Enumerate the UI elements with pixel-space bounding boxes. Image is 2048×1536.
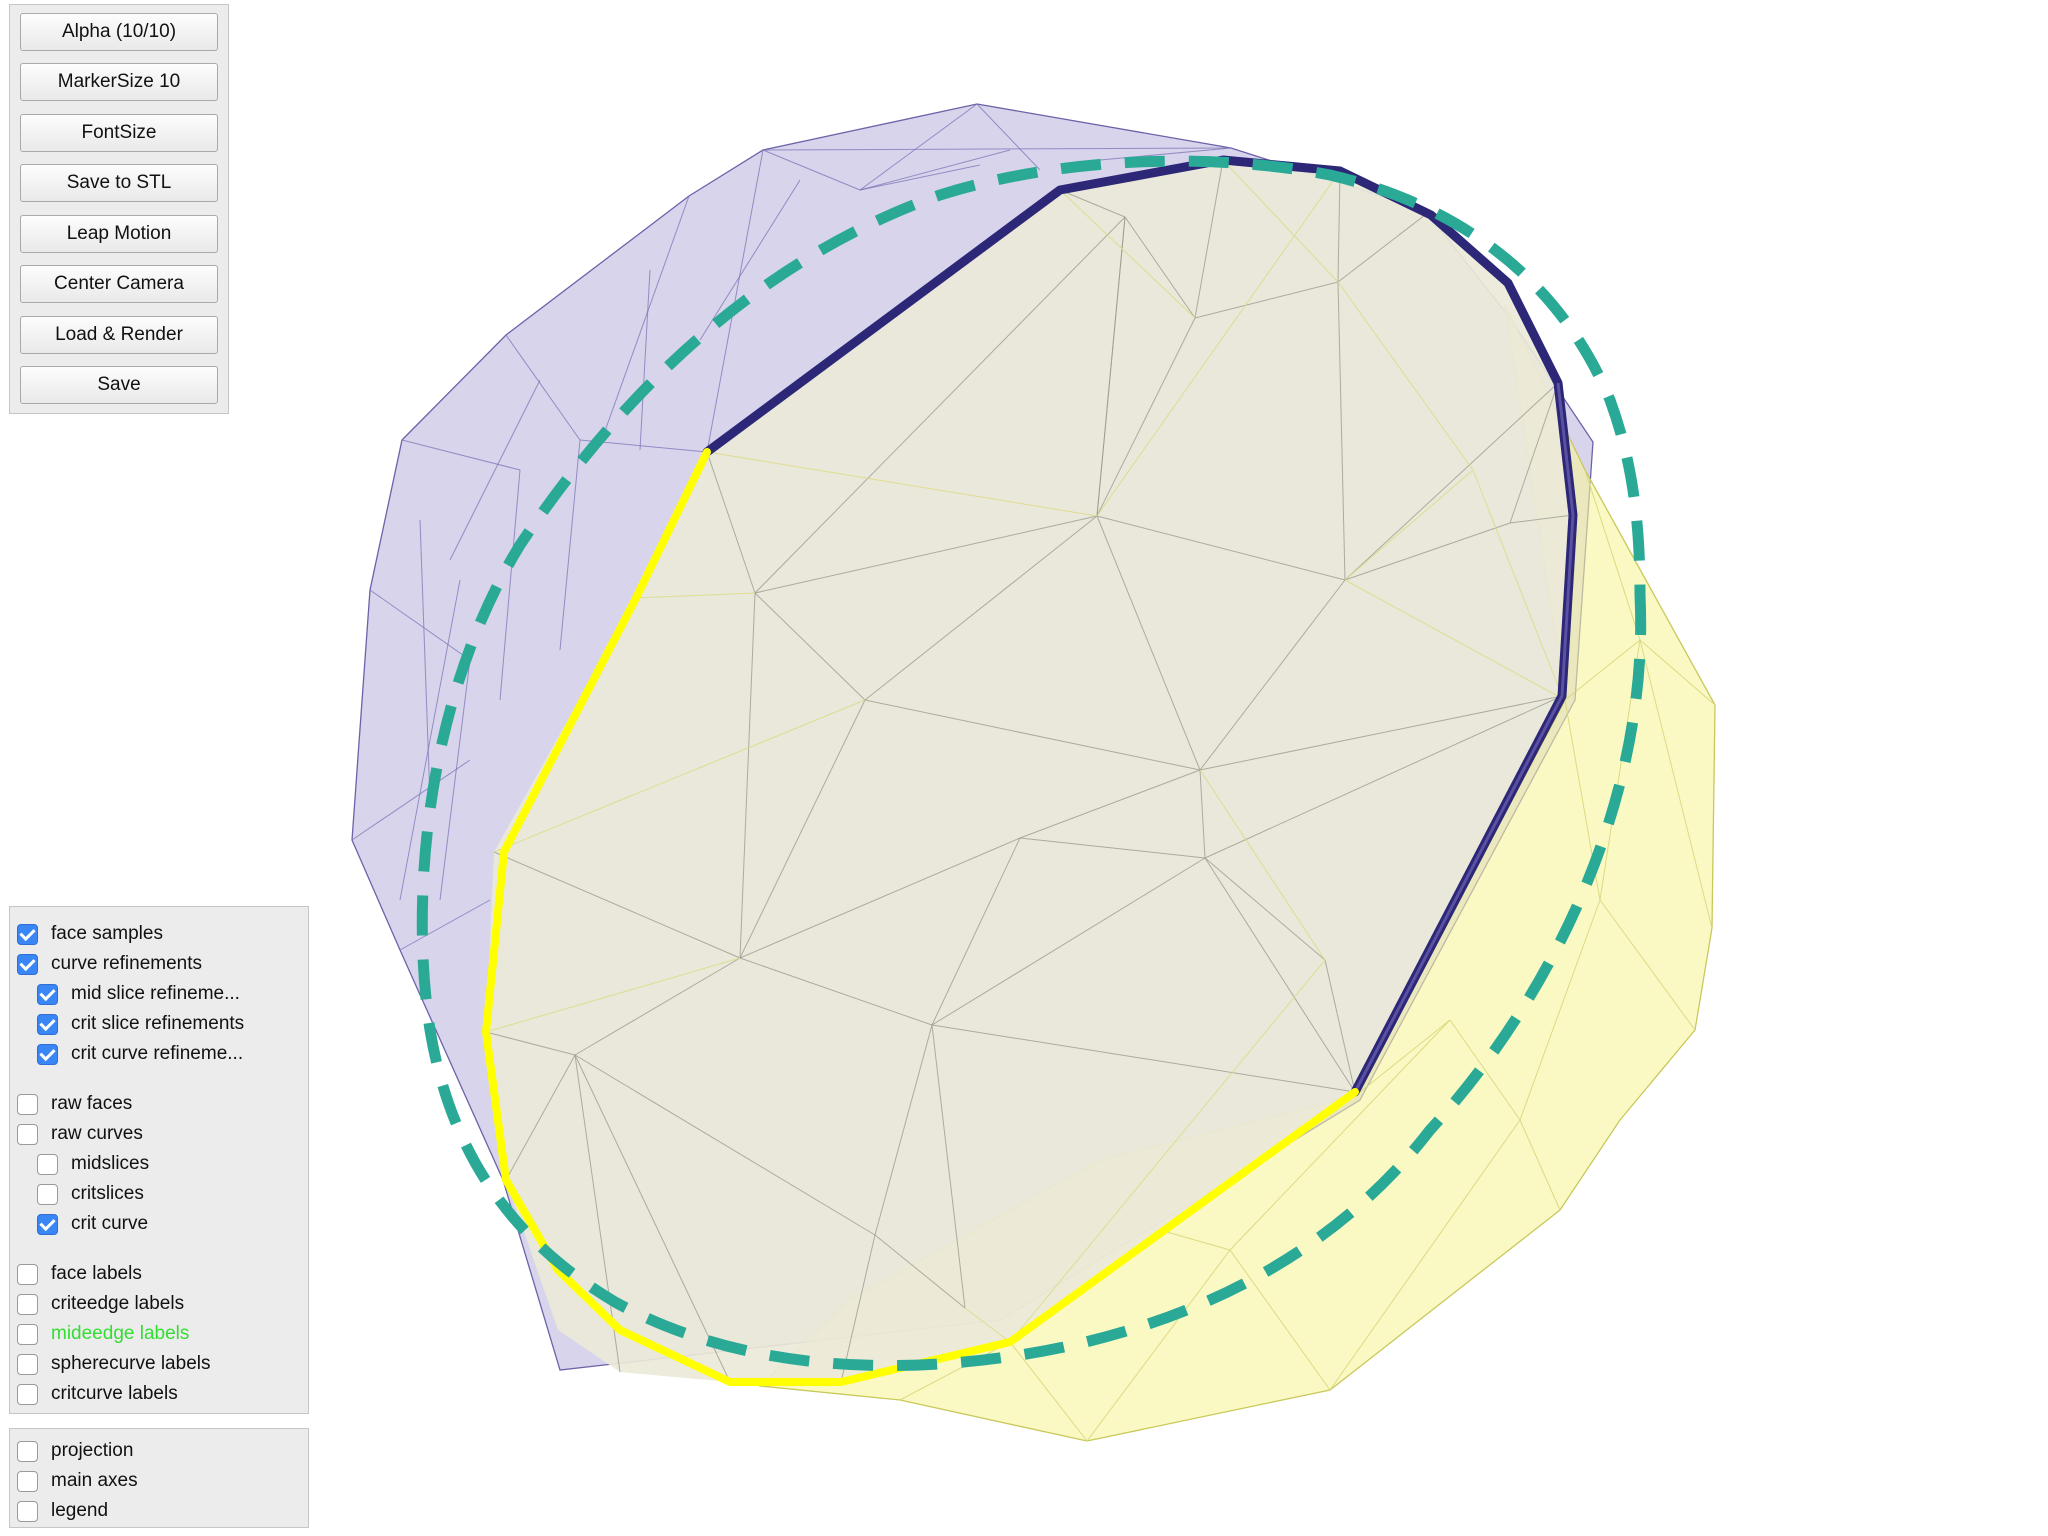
checkbox[interactable] — [37, 1153, 58, 1175]
checkbox[interactable] — [17, 1293, 38, 1315]
alpha-button[interactable]: Alpha (10/10) — [20, 13, 218, 51]
face-samples-toggle[interactable]: face samples — [17, 921, 163, 947]
toggle-label: curve refinements — [51, 953, 203, 974]
checkbox[interactable] — [17, 1263, 38, 1285]
mid-slice-refinements-toggle[interactable]: mid slice refineme... — [37, 981, 240, 1007]
mideedge-labels-toggle[interactable]: mideedge labels — [17, 1321, 189, 1347]
layers-panel: face samples curve refinements mid slice… — [9, 906, 309, 1414]
checkbox[interactable] — [17, 1500, 38, 1522]
toggle-label: criteedge labels — [51, 1293, 185, 1314]
yellow-mesh — [899, 469, 1716, 1442]
toggle-label: critslices — [71, 1183, 144, 1204]
checkbox[interactable] — [17, 1123, 38, 1145]
legend-toggle[interactable]: legend — [17, 1498, 108, 1524]
critslices-toggle[interactable]: critslices — [37, 1181, 144, 1207]
checkbox[interactable] — [17, 1470, 38, 1492]
checkbox[interactable] — [37, 1043, 58, 1065]
checkbox[interactable] — [17, 1093, 38, 1115]
toggle-label: critcurve labels — [51, 1383, 178, 1404]
crit-curve-toggle[interactable]: crit curve — [37, 1211, 148, 1237]
toggle-label: raw faces — [51, 1093, 133, 1114]
checkbox[interactable] — [37, 1183, 58, 1205]
crit-curve-dark-inner — [1353, 382, 1575, 1093]
checkbox[interactable] — [17, 923, 38, 945]
load-render-button[interactable]: Load & Render — [20, 316, 218, 354]
curve-refinements-toggle[interactable]: curve refinements — [17, 951, 202, 977]
toggle-label: crit slice refinements — [71, 1013, 245, 1034]
toggle-label: projection — [51, 1440, 134, 1461]
checkbox[interactable] — [17, 1440, 38, 1462]
save-button[interactable]: Save — [20, 366, 218, 404]
toggle-label: mid slice refineme... — [71, 983, 240, 1004]
raw-faces-toggle[interactable]: raw faces — [17, 1091, 132, 1117]
checkbox[interactable] — [17, 1323, 38, 1345]
raw-curves-toggle[interactable]: raw curves — [17, 1121, 143, 1147]
toggle-label: spherecurve labels — [51, 1353, 211, 1374]
spherecurve-labels-toggle[interactable]: spherecurve labels — [17, 1351, 210, 1377]
font-size-button[interactable]: FontSize — [20, 114, 218, 152]
toggle-label: face labels — [51, 1263, 142, 1284]
toggle-label: midslices — [71, 1153, 150, 1174]
toggle-label: crit curve — [71, 1213, 149, 1234]
toggle-label: crit curve refineme... — [71, 1043, 244, 1064]
crit-slice-refinements-toggle[interactable]: crit slice refinements — [37, 1011, 244, 1037]
checkbox[interactable] — [17, 1383, 38, 1405]
display-panel: projection main axes legend — [9, 1428, 309, 1528]
center-camera-button[interactable]: Center Camera — [20, 265, 218, 303]
toolbar-panel: Alpha (10/10) MarkerSize 10 FontSize Sav… — [9, 4, 229, 414]
dashed-sphere-curve — [416, 155, 1647, 1372]
projection-toggle[interactable]: projection — [17, 1438, 133, 1464]
critcurve-labels-toggle[interactable]: critcurve labels — [17, 1381, 178, 1407]
main-axes-toggle[interactable]: main axes — [17, 1468, 138, 1494]
face-labels-toggle[interactable]: face labels — [17, 1261, 142, 1287]
front-face — [486, 160, 1573, 1382]
toggle-label: mideedge labels — [51, 1323, 190, 1344]
leap-motion-button[interactable]: Leap Motion — [20, 215, 218, 253]
marker-size-button[interactable]: MarkerSize 10 — [20, 63, 218, 101]
toggle-label: raw curves — [51, 1123, 143, 1144]
checkbox[interactable] — [37, 1013, 58, 1035]
checkbox[interactable] — [37, 983, 58, 1005]
checkbox[interactable] — [17, 1353, 38, 1375]
criteedge-labels-toggle[interactable]: criteedge labels — [17, 1291, 184, 1317]
front-mesh — [485, 159, 1574, 1383]
save-to-stl-button[interactable]: Save to STL — [20, 164, 218, 202]
checkbox[interactable] — [17, 953, 38, 975]
purple-mesh — [351, 103, 1232, 951]
toggle-label: main axes — [51, 1470, 138, 1491]
midslices-toggle[interactable]: midslices — [37, 1151, 149, 1177]
toggle-label: legend — [51, 1500, 109, 1521]
checkbox[interactable] — [37, 1213, 58, 1235]
toggle-label: face samples — [51, 923, 163, 944]
crit-curve-refinements-toggle[interactable]: crit curve refineme... — [37, 1041, 243, 1067]
